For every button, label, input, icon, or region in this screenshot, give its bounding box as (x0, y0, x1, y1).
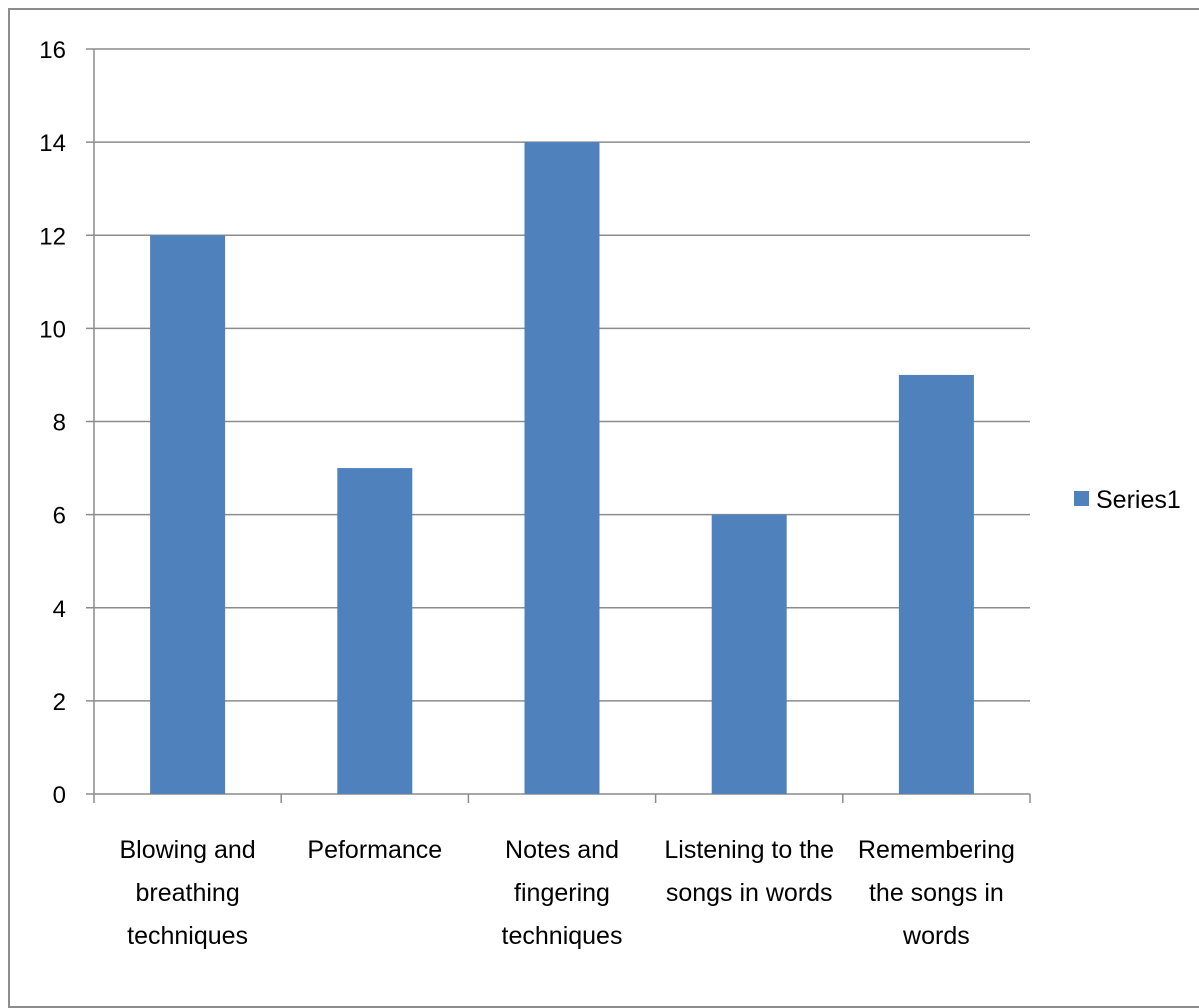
x-category-label: the songs in (869, 879, 1004, 907)
y-tick-label: 14 (39, 130, 66, 157)
bar-3 (711, 514, 787, 794)
x-category-label: Remembering (858, 836, 1015, 864)
y-tick-label: 16 (39, 37, 66, 64)
legend-label-series1: Series1 (1096, 486, 1181, 514)
bar-1 (337, 468, 413, 794)
x-category-label: fingering (514, 879, 610, 907)
bar-2 (524, 142, 600, 794)
x-category-label: Notes and (505, 836, 619, 864)
bar-4 (898, 374, 974, 794)
x-category-label: breathing (135, 879, 239, 907)
legend-swatch-series1 (1074, 491, 1089, 506)
bar-chart: 0 2 4 6 8 10 12 14 16 Blowing and breathing techniq… (39, 37, 1181, 950)
x-category-label: songs in words (666, 879, 833, 907)
bar-0 (150, 235, 226, 794)
y-tick-label: 2 (53, 689, 66, 716)
y-tick-label: 10 (39, 316, 66, 343)
y-tick-label: 8 (53, 410, 66, 437)
x-category-label: Blowing and (119, 836, 255, 864)
x-category-label: techniques (127, 922, 248, 950)
y-tick-label: 0 (53, 782, 66, 809)
y-tick-label: 6 (53, 503, 66, 530)
y-tick-label: 4 (53, 596, 66, 623)
x-category-label: techniques (502, 922, 623, 950)
x-category-label: words (902, 922, 970, 950)
x-category-label: Listening to the (664, 836, 834, 864)
x-category-label: Peformance (307, 836, 442, 864)
y-tick-label: 12 (39, 223, 66, 250)
